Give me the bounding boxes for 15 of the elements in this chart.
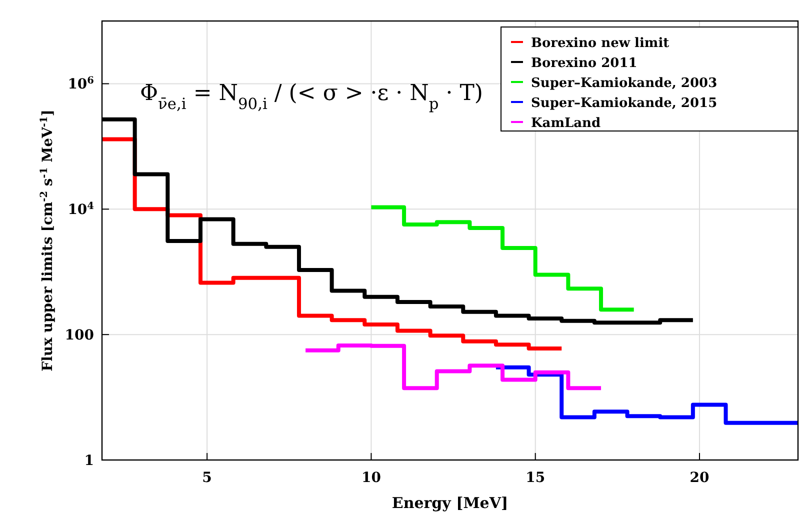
legend-label: KamLand <box>531 116 601 131</box>
x-tick-label: 5 <box>202 470 212 486</box>
x-tick-label: 20 <box>690 470 710 486</box>
legend-label: Super–Kamiokande, 2003 <box>531 76 718 91</box>
x-tick-label: 10 <box>361 470 382 486</box>
legend-label: Super–Kamiokande, 2015 <box>531 96 718 111</box>
y-tick-label: 10$^{4}$ <box>68 200 94 218</box>
y-tick-label: 10$^{6}$ <box>68 75 94 93</box>
y-tick-label: 100 <box>64 328 94 344</box>
legend-label: Borexino 2011 <box>531 56 638 71</box>
x-tick-label: 15 <box>526 470 546 486</box>
annotation: Φ$_{ν̄e,i}$ = N$_{90,i}$ / (< σ > ·ε · N$_{p}$ · T) <box>140 81 483 113</box>
legend-label: Borexino new limit <box>531 36 670 51</box>
y-tick-label: 1 <box>84 453 94 469</box>
x-axis-title: Energy [MeV] <box>392 494 508 512</box>
